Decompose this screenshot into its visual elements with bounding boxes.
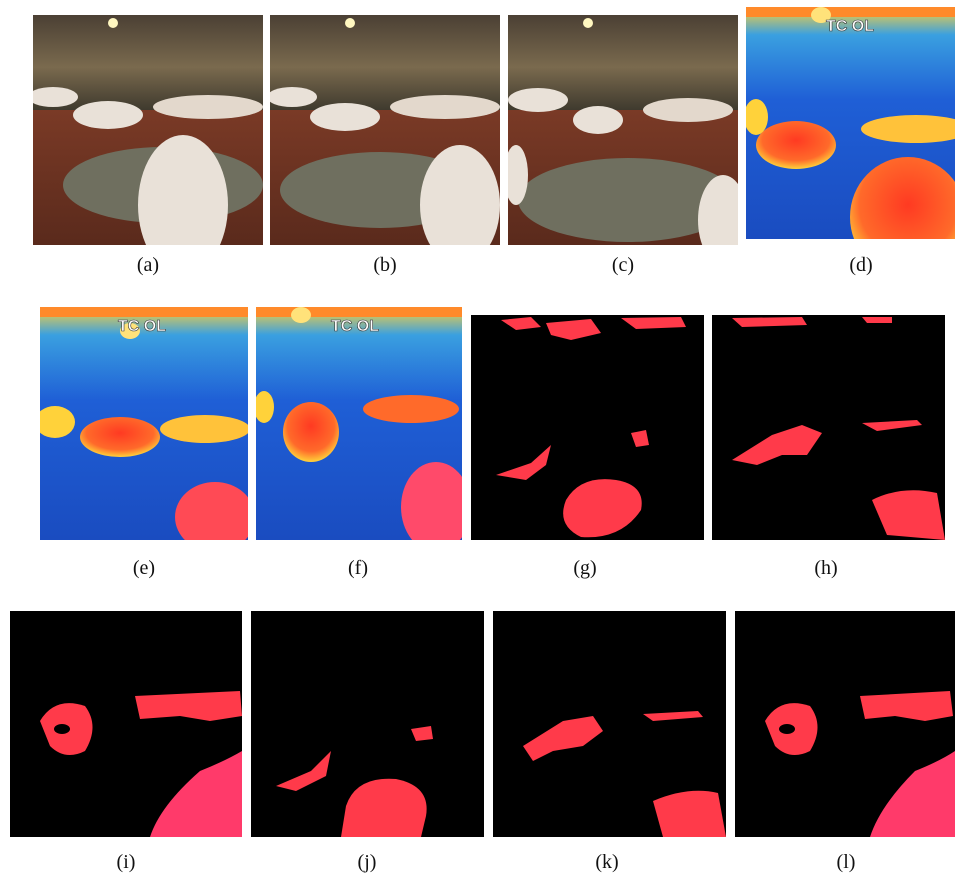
panel-b-rgb-photo (270, 15, 500, 245)
svg-text:TC OL: TC OL (826, 18, 874, 35)
svg-text:TC OL: TC OL (331, 318, 379, 335)
caption-g: (g) (573, 557, 597, 579)
caption-i: (i) (116, 851, 136, 873)
caption-d: (d) (849, 254, 873, 276)
svg-text:TC OL: TC OL (118, 318, 166, 335)
caption-a: (a) (136, 254, 160, 276)
panel-i-mask (10, 611, 242, 837)
caption-f: (f) (348, 557, 368, 579)
caption-h: (h) (814, 557, 838, 579)
panel-c-rgb-photo (508, 15, 738, 245)
caption-l: (l) (836, 851, 856, 873)
panel-h-mask (712, 315, 945, 540)
caption-c: (c) (611, 254, 635, 276)
panel-g-mask (471, 315, 704, 540)
panel-k-mask (493, 611, 726, 837)
panel-d-thermal: TC OL (746, 7, 955, 239)
caption-b: (b) (373, 254, 397, 276)
caption-j: (j) (357, 851, 377, 873)
panel-f-thermal: TC OL (256, 307, 462, 540)
panel-l-mask (735, 611, 955, 837)
panel-j-mask (251, 611, 484, 837)
caption-k: (k) (595, 851, 619, 873)
panel-a-rgb-photo (33, 15, 263, 245)
panel-e-thermal: TC OL (40, 307, 248, 540)
caption-e: (e) (132, 557, 156, 579)
